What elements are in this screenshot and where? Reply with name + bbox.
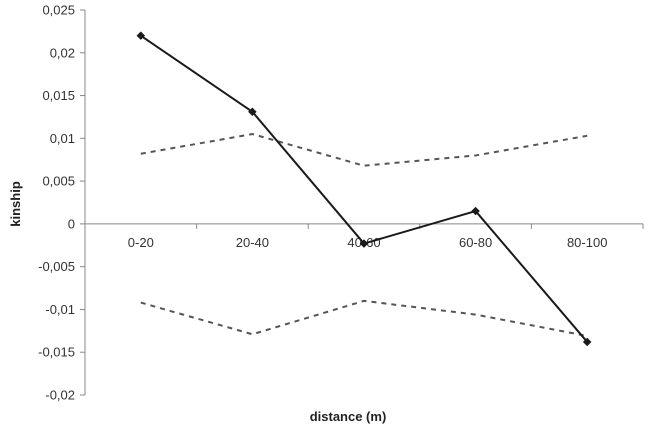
y-tick-label: 0,025 [42, 3, 75, 18]
y-tick-label: 0,015 [42, 88, 75, 103]
x-tick-label: 60-80 [459, 235, 492, 250]
y-tick-label: -0,01 [45, 302, 75, 317]
y-tick-label: 0,005 [42, 174, 75, 189]
data-point-marker [582, 337, 592, 347]
y-axis: 0,025 0,02 0,015 0,01 0,005 0 -0,005 -0,01 -0,01… [38, 3, 86, 403]
y-tick-label: 0 [68, 216, 75, 231]
lower-confidence-line [140, 299, 588, 337]
data-point-marker [248, 107, 257, 117]
series-layer [136, 31, 592, 347]
y-tick-label: 0,01 [50, 131, 75, 146]
x-axis-title: distance (m) [310, 409, 387, 424]
y-tick-label: -0,015 [38, 345, 75, 360]
x-tick-label: 80-100 [567, 235, 607, 250]
data-point-marker [136, 31, 146, 41]
x-tick-label: 20-40 [236, 235, 269, 250]
upper-confidence-line [140, 133, 588, 167]
y-tick-label: -0,005 [38, 259, 75, 274]
kinship-line [140, 34, 588, 343]
y-tick-label: 0,02 [50, 45, 75, 60]
data-point-marker [471, 206, 480, 216]
y-tick-label: -0,02 [45, 388, 75, 403]
data-point-marker [359, 239, 369, 248]
x-tick-label: 0-20 [128, 235, 154, 250]
y-axis-title: kinship [8, 181, 23, 227]
